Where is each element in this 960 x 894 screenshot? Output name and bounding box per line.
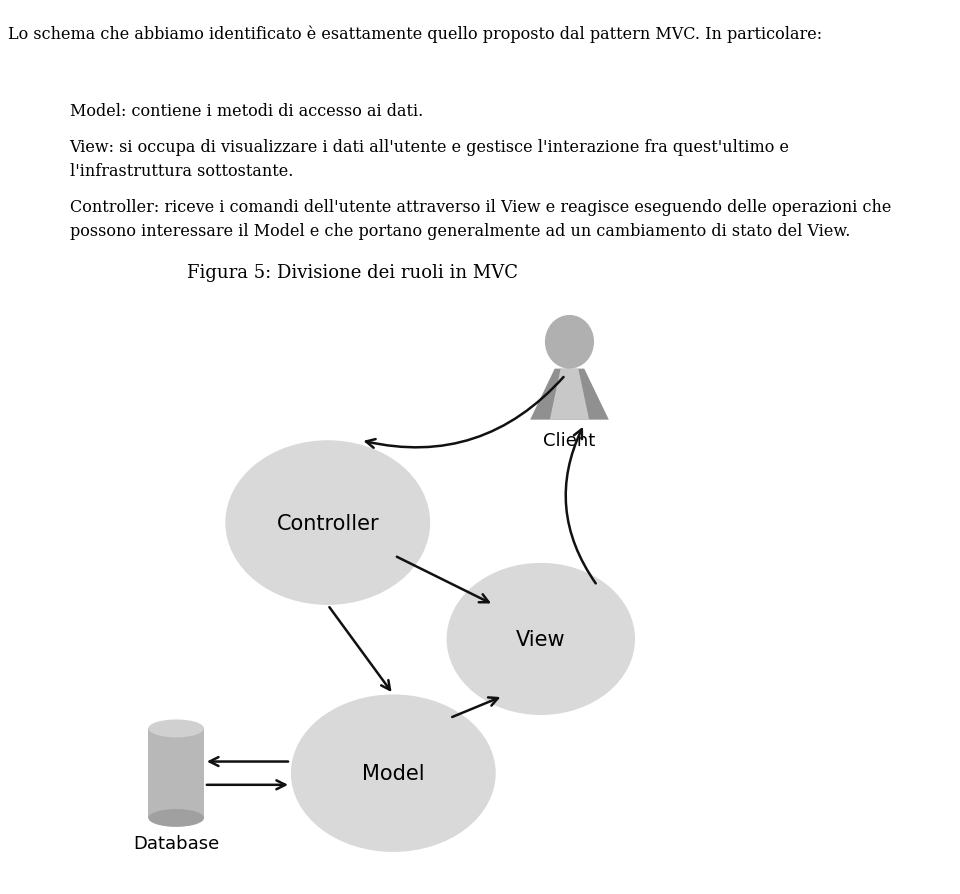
FancyArrowPatch shape: [396, 557, 489, 603]
Ellipse shape: [291, 695, 495, 852]
FancyArrowPatch shape: [209, 757, 288, 766]
Text: l'infrastruttura sottostante.: l'infrastruttura sottostante.: [70, 163, 293, 180]
Bar: [148, 729, 204, 818]
Text: View: View: [516, 629, 565, 649]
Text: Model: contiene i metodi di accesso ai dati.: Model: contiene i metodi di accesso ai d…: [70, 103, 423, 120]
Ellipse shape: [446, 563, 635, 715]
Ellipse shape: [148, 809, 204, 827]
Ellipse shape: [148, 720, 204, 738]
Text: Model: Model: [362, 763, 424, 783]
Polygon shape: [530, 369, 609, 420]
Text: Lo schema che abbiamo identificato è esattamente quello proposto dal pattern MVC: Lo schema che abbiamo identificato è esa…: [9, 25, 823, 43]
Polygon shape: [550, 369, 589, 420]
Ellipse shape: [226, 441, 430, 605]
FancyArrowPatch shape: [452, 697, 498, 717]
Text: Database: Database: [133, 834, 219, 852]
Text: Controller: Controller: [276, 513, 379, 533]
FancyArrowPatch shape: [329, 608, 390, 690]
FancyArrowPatch shape: [366, 377, 564, 448]
Text: Figura 5: Divisione dei ruoli in MVC: Figura 5: Divisione dei ruoli in MVC: [187, 264, 517, 282]
Text: Controller: riceve i comandi dell'utente attraverso il View e reagisce eseguendo: Controller: riceve i comandi dell'utente…: [70, 198, 891, 215]
Circle shape: [545, 316, 594, 369]
Text: Client: Client: [543, 432, 595, 450]
FancyArrowPatch shape: [565, 430, 596, 584]
Text: View: si occupa di visualizzare i dati all'utente e gestisce l'interazione fra q: View: si occupa di visualizzare i dati a…: [70, 139, 790, 156]
FancyArrowPatch shape: [206, 780, 285, 789]
Text: possono interessare il Model e che portano generalmente ad un cambiamento di sta: possono interessare il Model e che porta…: [70, 223, 850, 240]
